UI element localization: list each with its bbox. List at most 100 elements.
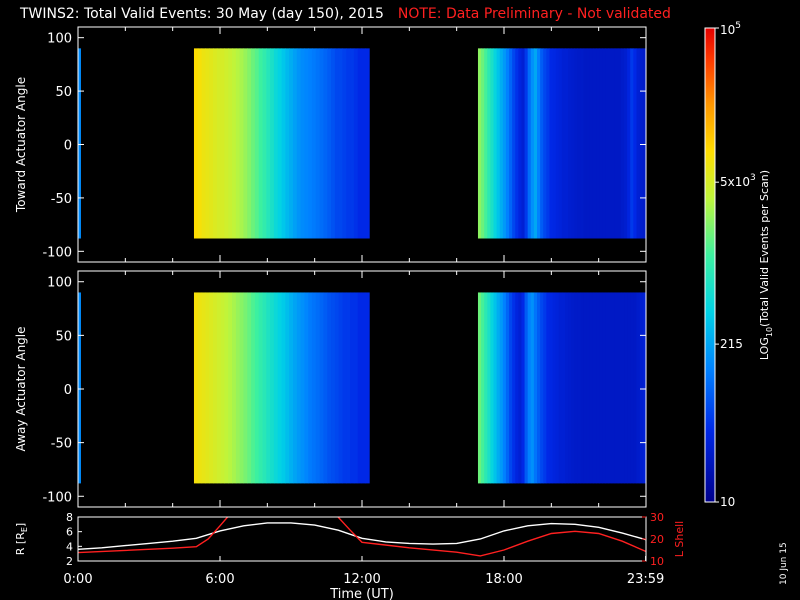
heatmap-cell (292, 48, 298, 239)
heatmap-cell (308, 48, 313, 239)
heatmap-cell (509, 48, 513, 239)
heatmap-cell (224, 292, 229, 484)
heatmap-cell (232, 292, 237, 484)
heatmap-cell (624, 48, 628, 239)
lshell-tick-label: 30 (650, 511, 664, 524)
heatmap-cell (361, 48, 366, 239)
heatmap-cell (524, 292, 529, 484)
heatmap-cell (605, 48, 610, 239)
heatmap-cell (558, 48, 563, 239)
heatmap-cell (527, 48, 532, 239)
heatmap-cell (518, 292, 523, 484)
heatmap-cell (327, 292, 332, 484)
heatmap-cell (353, 48, 359, 239)
heatmap-cell (592, 48, 597, 239)
heatmap-cell (342, 292, 347, 484)
heatmap-cell (636, 292, 641, 484)
heatmap-cell (304, 48, 309, 239)
heatmap-cell (273, 292, 279, 484)
heatmap-cell (197, 48, 203, 239)
heatmap-cell (512, 48, 516, 239)
colorbar-label: LOG10(Total Valid Events per Scan) (758, 170, 774, 360)
title-text: TWINS2: Total Valid Events: 30 May (day … (20, 6, 384, 22)
heatmap-cell (515, 48, 519, 239)
heatmap-cell (243, 292, 248, 484)
y-tick-label: 100 (47, 276, 72, 291)
heatmap-cell (315, 292, 321, 484)
heatmap-cell (543, 292, 547, 484)
y-tick-label: 50 (55, 85, 72, 100)
heatmap-cell (487, 48, 491, 239)
heatmap-cell (254, 48, 260, 239)
heatmap-cell (251, 292, 256, 484)
heatmap-cell (496, 292, 501, 484)
heatmap-cell (617, 292, 622, 484)
heatmap-cell (499, 48, 504, 239)
heatmap-cell (319, 292, 325, 484)
heatmap-cell (561, 292, 566, 484)
heatmap-cell (311, 48, 317, 239)
heatmap-cell (277, 48, 283, 239)
heatmap-cell (577, 292, 582, 484)
heatmap-cell (193, 48, 199, 239)
heatmap-cell (493, 48, 498, 239)
heatmap-cell (555, 292, 560, 484)
heatmap-cell (353, 292, 359, 484)
y-axis-label: Away Actuator Angle (14, 326, 28, 451)
heatmap-cell (228, 292, 233, 484)
y-tick-label: 50 (55, 329, 72, 344)
heatmap-cell (308, 292, 313, 484)
heatmap-cell (334, 292, 340, 484)
heatmap-cell (620, 292, 625, 484)
heatmap-cell (574, 292, 578, 484)
y-tick-label: -50 (51, 437, 72, 452)
r-series-line (78, 522, 646, 550)
heatmap-cell (319, 48, 325, 239)
heatmap-cell (496, 48, 501, 239)
heatmap-cell (624, 292, 628, 484)
heatmap-cell (205, 48, 210, 239)
heatmap-cell (481, 292, 485, 484)
date-stamp: 10 Jun 15 (779, 542, 789, 585)
heatmap-cell (630, 48, 634, 239)
colorbar-tick-label: 5x103 (720, 173, 756, 189)
heatmap-cell (533, 48, 538, 239)
heatmap-cell (574, 48, 578, 239)
heatmap-cell (537, 292, 541, 484)
heatmap-cell (586, 292, 591, 484)
r-tick-label: 2 (66, 555, 73, 568)
heatmap-cell (285, 48, 290, 239)
heatmap-cell (608, 48, 613, 239)
heatmap-cell (350, 292, 355, 484)
heatmap-cell (273, 48, 279, 239)
heatmap-cell (323, 292, 328, 484)
heatmap-cell (636, 48, 641, 239)
heatmap-cell (224, 48, 229, 239)
time-tick-label: 0:00 (63, 572, 92, 587)
r-tick-label: 6 (66, 526, 73, 539)
y-axis-label: Toward Actuator Angle (14, 77, 28, 213)
heatmap-cell (577, 48, 582, 239)
heatmap-cell (499, 292, 504, 484)
heatmap-cell (509, 292, 513, 484)
colorbar-gradient (704, 27, 716, 503)
heatmap-cell (346, 292, 351, 484)
heatmap-cell (502, 292, 507, 484)
heatmap-cell (602, 48, 606, 239)
heatmap-cell (546, 292, 551, 484)
heatmap-cell (357, 292, 363, 484)
heatmap-cell (361, 292, 366, 484)
heatmap-cell (611, 48, 616, 239)
heatmap-cell (338, 292, 344, 484)
heatmap-cell (281, 292, 286, 484)
heatmap-cell (555, 48, 560, 239)
heatmap-cell (484, 48, 488, 239)
heatmap-cell (357, 48, 363, 239)
heatmap-cell (558, 292, 563, 484)
heatmap-cell (490, 48, 495, 239)
heatmap-cell (304, 292, 309, 484)
chart-title: TWINS2: Total Valid Events: 30 May (day … (20, 6, 671, 22)
ephemeris-panel: 2 46 8 10 20 30 0:00 6:00 12:00 18:00 23:59 R [RE] L… (14, 511, 686, 600)
heatmap-cell (262, 48, 267, 239)
heatmap-cell (197, 292, 203, 484)
